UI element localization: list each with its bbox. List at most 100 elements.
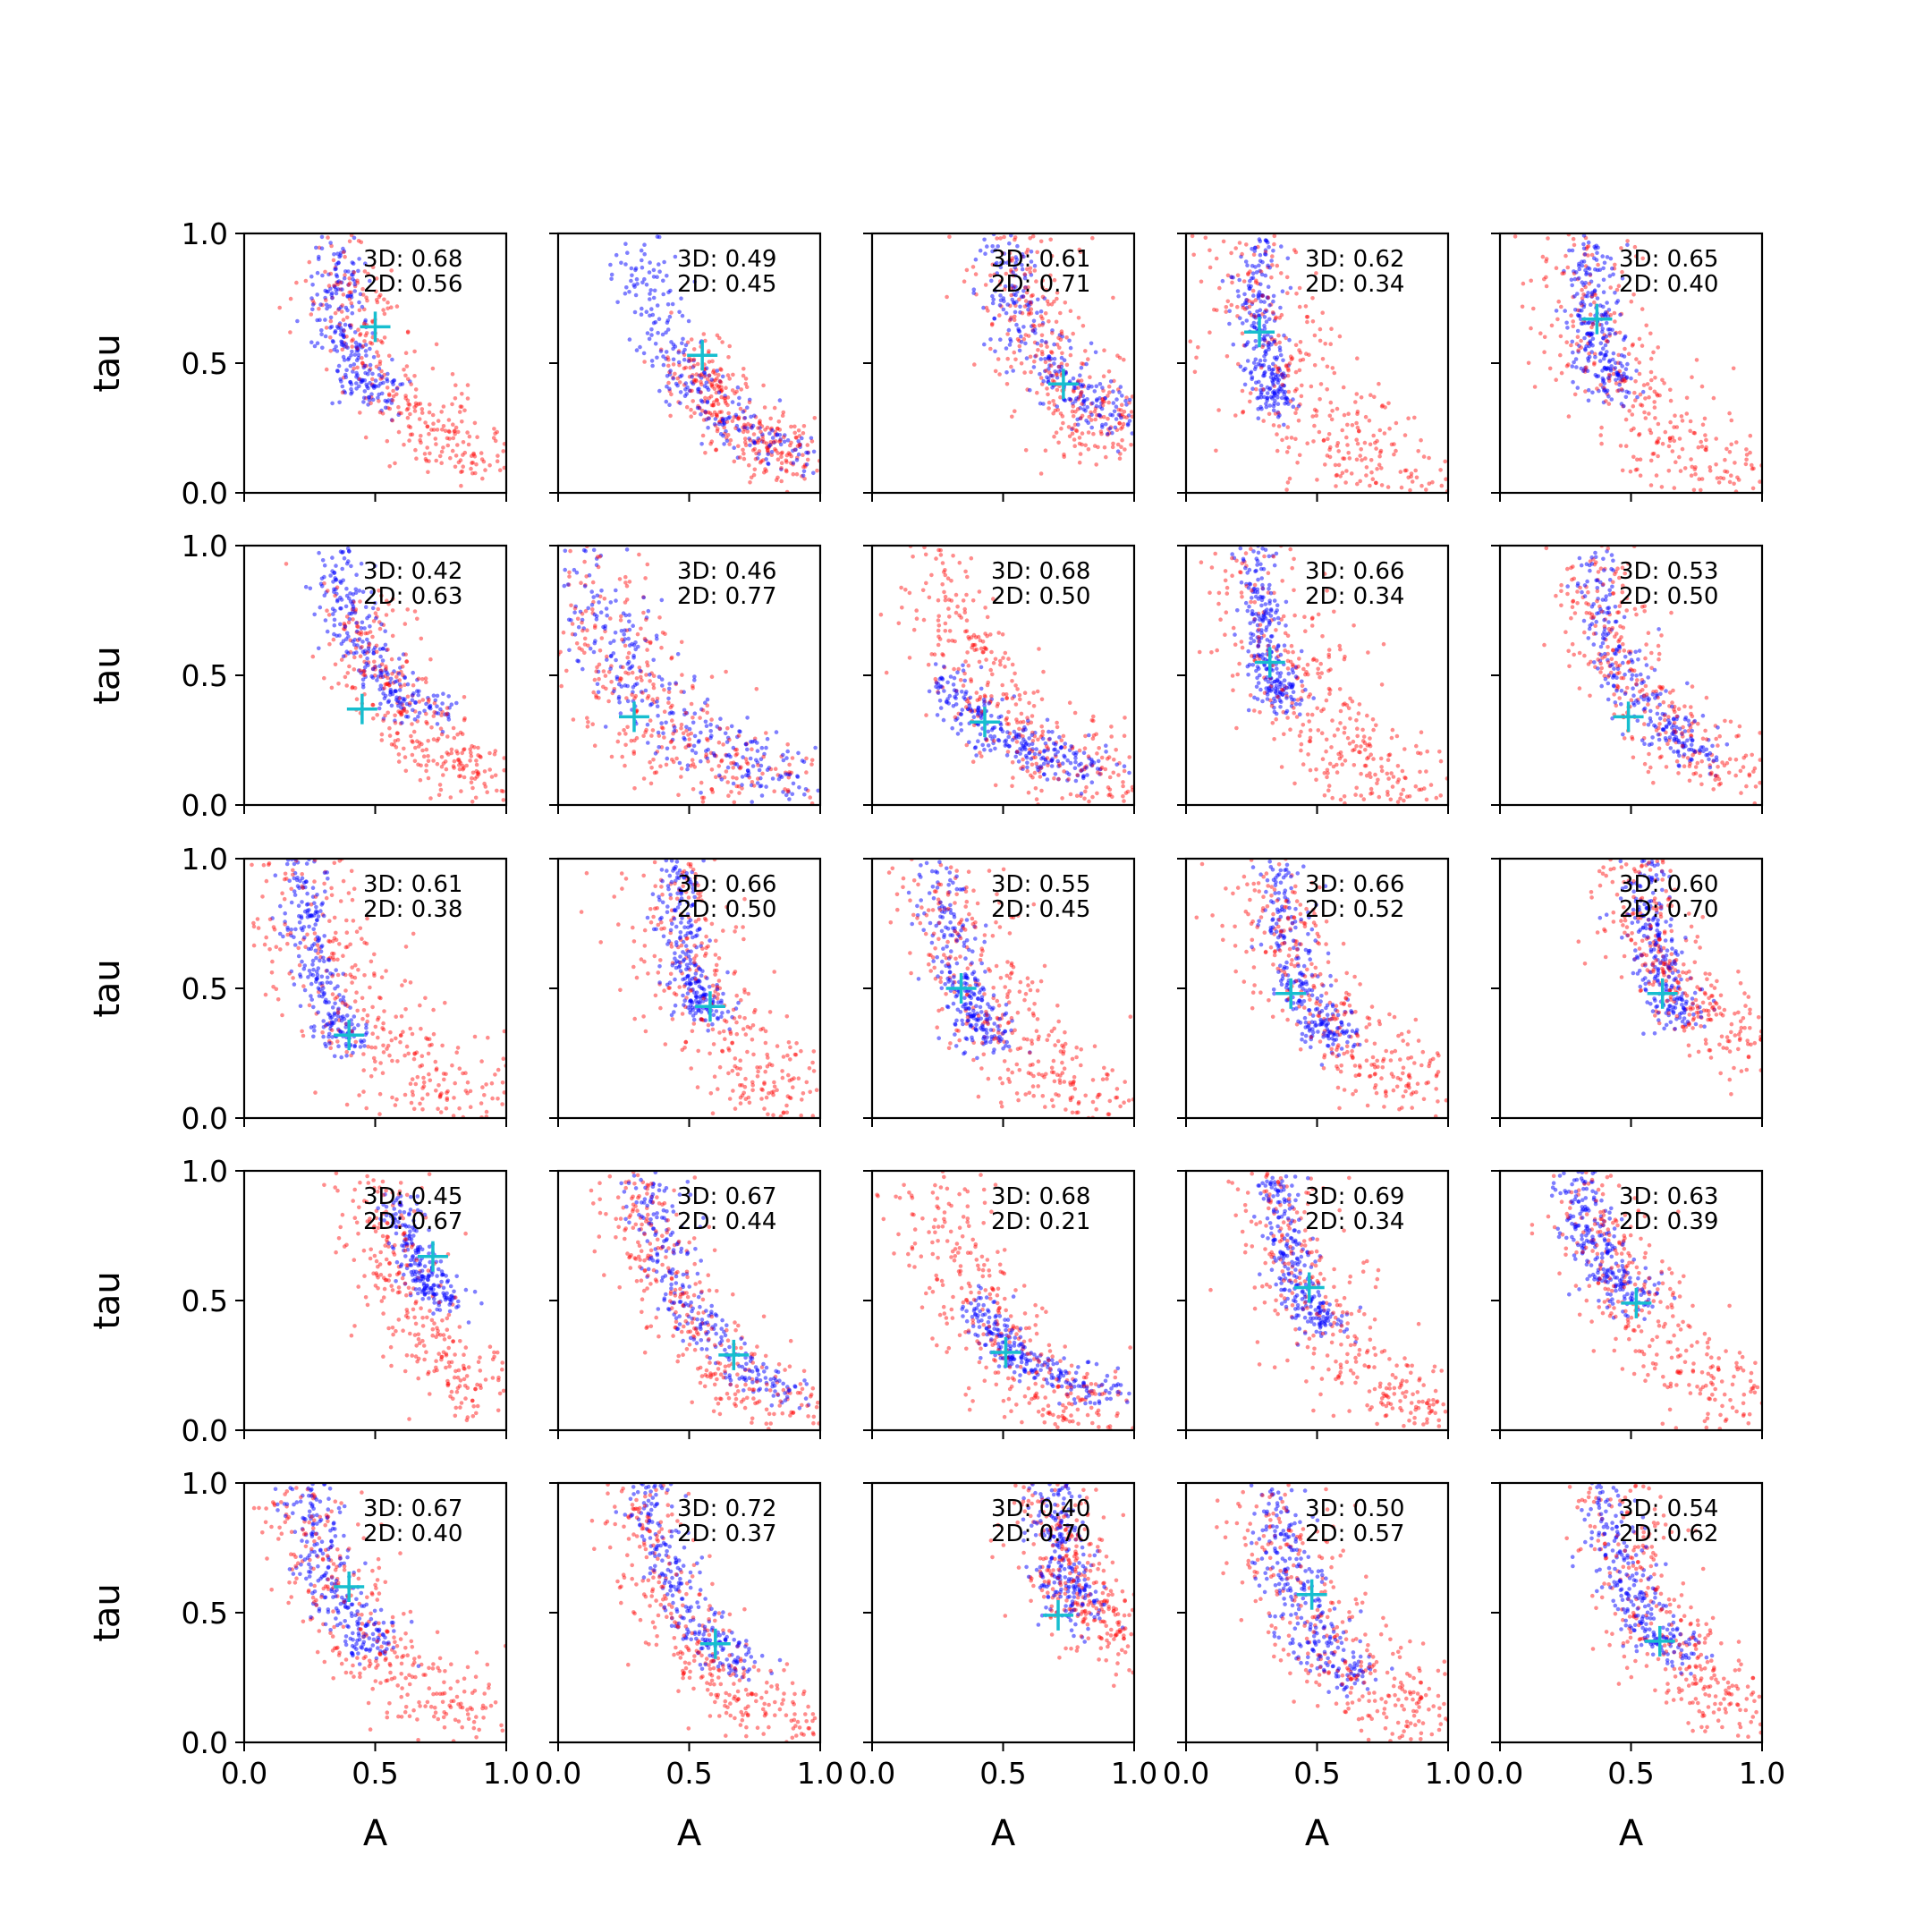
blue-point — [1122, 764, 1127, 768]
scatter-points — [1197, 546, 1448, 805]
red-point — [734, 751, 740, 757]
blue-point — [1251, 360, 1257, 365]
red-point — [459, 789, 463, 793]
red-point — [1366, 650, 1370, 655]
blue-point — [796, 452, 801, 457]
blue-point — [1604, 312, 1608, 317]
red-point — [1289, 357, 1294, 362]
blue-point — [612, 689, 616, 693]
red-point — [1247, 304, 1252, 309]
red-point — [1230, 280, 1234, 285]
blue-point — [328, 286, 333, 292]
blue-point — [1010, 738, 1015, 742]
red-point — [1614, 381, 1619, 386]
blue-point — [655, 275, 659, 280]
blue-point — [596, 690, 601, 695]
red-point — [1345, 443, 1350, 447]
blue-point — [1600, 329, 1605, 335]
blue-point — [1250, 663, 1256, 667]
red-point — [984, 657, 988, 662]
red-point — [1647, 394, 1651, 400]
blue-point — [1235, 608, 1240, 613]
red-point — [1038, 471, 1044, 476]
red-point — [1241, 279, 1247, 284]
red-point — [412, 405, 417, 410]
blue-point — [411, 708, 415, 713]
red-point — [419, 741, 424, 747]
blue-point — [945, 699, 949, 705]
red-point — [441, 445, 445, 450]
blue-point — [1089, 412, 1094, 418]
red-point — [357, 308, 362, 313]
red-point — [1355, 425, 1360, 430]
red-point — [405, 398, 411, 403]
blue-point — [1267, 244, 1271, 250]
red-point — [1666, 444, 1672, 449]
blue-point — [1581, 233, 1587, 238]
blue-point — [1247, 310, 1252, 316]
blue-point — [328, 573, 333, 578]
blue-point — [934, 681, 939, 685]
red-point — [692, 765, 698, 769]
red-point — [1640, 307, 1645, 311]
blue-point — [1056, 369, 1062, 374]
red-point — [936, 618, 941, 623]
red-point — [1012, 350, 1017, 355]
red-point — [471, 453, 476, 457]
blue-point — [1616, 388, 1622, 393]
red-point — [1684, 395, 1690, 401]
blue-point — [1623, 367, 1629, 372]
red-point — [758, 419, 762, 423]
red-point — [1270, 310, 1275, 315]
red-point — [713, 371, 717, 377]
red-point — [1391, 775, 1396, 779]
red-point — [1316, 666, 1320, 672]
red-point — [384, 664, 388, 669]
red-point — [453, 396, 458, 401]
blue-point — [310, 283, 315, 287]
red-point — [1043, 311, 1048, 316]
red-point — [762, 405, 767, 410]
blue-point — [1623, 334, 1628, 339]
red-point — [1589, 252, 1595, 258]
red-point — [380, 340, 385, 345]
blue-point — [950, 725, 954, 731]
red-point — [1332, 609, 1336, 614]
red-point — [1022, 370, 1027, 375]
red-point — [1721, 476, 1726, 481]
red-point — [1017, 726, 1021, 732]
red-point — [606, 670, 612, 674]
blue-point — [1571, 379, 1575, 385]
blue-point — [309, 274, 314, 279]
red-point — [375, 713, 380, 717]
red-point — [1077, 247, 1082, 252]
blue-point — [1067, 748, 1072, 753]
red-point — [1020, 310, 1025, 316]
blue-point — [1565, 326, 1570, 330]
blue-point — [382, 696, 387, 700]
red-point — [1365, 756, 1369, 761]
red-point — [1374, 480, 1378, 486]
red-point — [1007, 250, 1013, 256]
blue-point — [1275, 410, 1280, 415]
blue-point — [1220, 278, 1225, 284]
red-point — [1119, 427, 1123, 431]
blue-point — [1263, 251, 1267, 257]
blue-point — [1592, 288, 1597, 293]
blue-point — [405, 715, 411, 719]
red-point — [1273, 317, 1278, 321]
blue-point — [358, 292, 363, 297]
red-point — [1544, 257, 1549, 261]
blue-point — [734, 762, 739, 767]
red-point — [411, 740, 415, 744]
red-point — [1293, 411, 1298, 416]
red-point — [1106, 792, 1111, 798]
blue-point — [1117, 390, 1122, 394]
red-point — [1544, 275, 1548, 280]
blue-point — [1073, 778, 1079, 784]
blue-point — [363, 605, 369, 609]
blue-point — [634, 682, 640, 686]
blue-point — [374, 615, 378, 621]
red-point — [458, 760, 463, 766]
